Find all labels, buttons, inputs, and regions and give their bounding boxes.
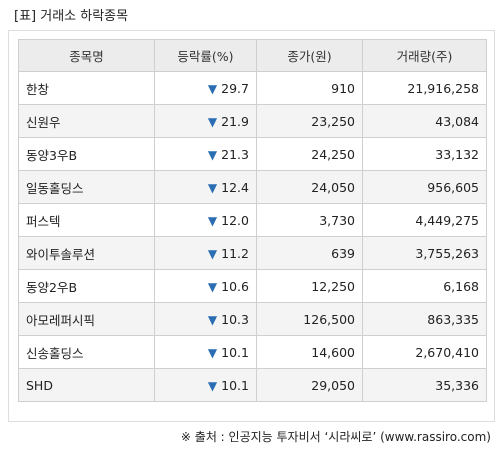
table-row: 신송홀딩스 ▼ 10.1 14,600 2,670,410 <box>18 335 487 369</box>
table-row: 와이투솔루션 ▼ 11.2 639 3,755,263 <box>18 236 487 270</box>
down-arrow-icon: ▼ <box>207 213 218 228</box>
table-row: 일동홀딩스 ▼ 12.4 24,050 956,605 <box>18 170 487 204</box>
close-price: 23,250 <box>256 104 363 138</box>
volume: 21,916,258 <box>362 71 487 105</box>
change-rate: ▼ 12.4 <box>154 170 257 204</box>
volume: 863,335 <box>362 302 487 336</box>
source-note: ※ 출처 : 인공지능 투자비서 ‘시라씨로’ (www.rassiro.com… <box>180 430 491 444</box>
header-change-rate: 등락률(%) <box>154 39 257 72</box>
table-row: 아모레퍼시픽 ▼ 10.3 126,500 863,335 <box>18 302 487 336</box>
change-rate: ▼ 10.3 <box>154 302 257 336</box>
close-price: 14,600 <box>256 335 363 369</box>
down-arrow-icon: ▼ <box>207 312 218 327</box>
stock-name: 신원우 <box>18 104 155 138</box>
change-rate-value: 12.0 <box>221 212 249 228</box>
volume: 35,336 <box>362 368 487 402</box>
table-title: [표] 거래소 하락종목 <box>14 9 129 24</box>
stock-name: 동양3우B <box>18 137 155 171</box>
close-price: 24,250 <box>256 137 363 171</box>
header-volume: 거래량(주) <box>362 39 487 72</box>
volume: 33,132 <box>362 137 487 171</box>
close-price: 126,500 <box>256 302 363 336</box>
down-arrow-icon: ▼ <box>207 81 218 96</box>
stock-name: 와이투솔루션 <box>18 236 155 270</box>
change-rate-value: 10.3 <box>221 311 249 327</box>
volume: 3,755,263 <box>362 236 487 270</box>
close-price: 12,250 <box>256 269 363 303</box>
stock-name: 퍼스텍 <box>18 203 155 237</box>
stock-name: 한창 <box>18 71 155 105</box>
change-rate-value: 21.9 <box>221 113 249 129</box>
header-stock-name: 종목명 <box>18 39 155 72</box>
volume: 6,168 <box>362 269 487 303</box>
header-close-price: 종가(원) <box>256 39 363 72</box>
close-price: 3,730 <box>256 203 363 237</box>
down-arrow-icon: ▼ <box>207 246 218 261</box>
change-rate-value: 10.1 <box>221 377 249 393</box>
down-arrow-icon: ▼ <box>207 345 218 360</box>
table-row: 동양2우B ▼ 10.6 12,250 6,168 <box>18 269 487 303</box>
change-rate: ▼ 21.9 <box>154 104 257 138</box>
volume: 956,605 <box>362 170 487 204</box>
change-rate-value: 11.2 <box>221 245 249 261</box>
close-price: 24,050 <box>256 170 363 204</box>
change-rate: ▼ 10.6 <box>154 269 257 303</box>
change-rate-value: 10.6 <box>221 278 249 294</box>
stock-name: 아모레퍼시픽 <box>18 302 155 336</box>
close-price: 639 <box>256 236 363 270</box>
table-row: 한창 ▼ 29.7 910 21,916,258 <box>18 71 487 105</box>
change-rate-value: 29.7 <box>221 80 249 96</box>
volume: 43,084 <box>362 104 487 138</box>
change-rate: ▼ 29.7 <box>154 71 257 105</box>
change-rate-value: 12.4 <box>221 179 249 195</box>
table-header-row: 종목명 등락률(%) 종가(원) 거래량(주) <box>18 39 487 72</box>
stock-name: 일동홀딩스 <box>18 170 155 204</box>
change-rate: ▼ 11.2 <box>154 236 257 270</box>
table-frame: 종목명 등락률(%) 종가(원) 거래량(주) 한창 ▼ 29.7 910 21,… <box>8 30 495 422</box>
stock-name: 동양2우B <box>18 269 155 303</box>
table-row: 퍼스텍 ▼ 12.0 3,730 4,449,275 <box>18 203 487 237</box>
stock-name: SHD <box>18 368 155 402</box>
table-row: 신원우 ▼ 21.9 23,250 43,084 <box>18 104 487 138</box>
change-rate: ▼ 10.1 <box>154 368 257 402</box>
change-rate-value: 21.3 <box>221 146 249 162</box>
down-arrow-icon: ▼ <box>207 378 218 393</box>
down-arrow-icon: ▼ <box>207 180 218 195</box>
close-price: 29,050 <box>256 368 363 402</box>
volume: 2,670,410 <box>362 335 487 369</box>
down-arrow-icon: ▼ <box>207 114 218 129</box>
table-row: SHD ▼ 10.1 29,050 35,336 <box>18 368 487 402</box>
stock-name: 신송홀딩스 <box>18 335 155 369</box>
down-arrow-icon: ▼ <box>207 147 218 162</box>
change-rate-value: 10.1 <box>221 344 249 360</box>
volume: 4,449,275 <box>362 203 487 237</box>
change-rate: ▼ 21.3 <box>154 137 257 171</box>
change-rate: ▼ 12.0 <box>154 203 257 237</box>
stock-decline-table: 종목명 등락률(%) 종가(원) 거래량(주) 한창 ▼ 29.7 910 21,… <box>18 39 487 402</box>
close-price: 910 <box>256 71 363 105</box>
change-rate: ▼ 10.1 <box>154 335 257 369</box>
table-row: 동양3우B ▼ 21.3 24,250 33,132 <box>18 137 487 171</box>
down-arrow-icon: ▼ <box>207 279 218 294</box>
